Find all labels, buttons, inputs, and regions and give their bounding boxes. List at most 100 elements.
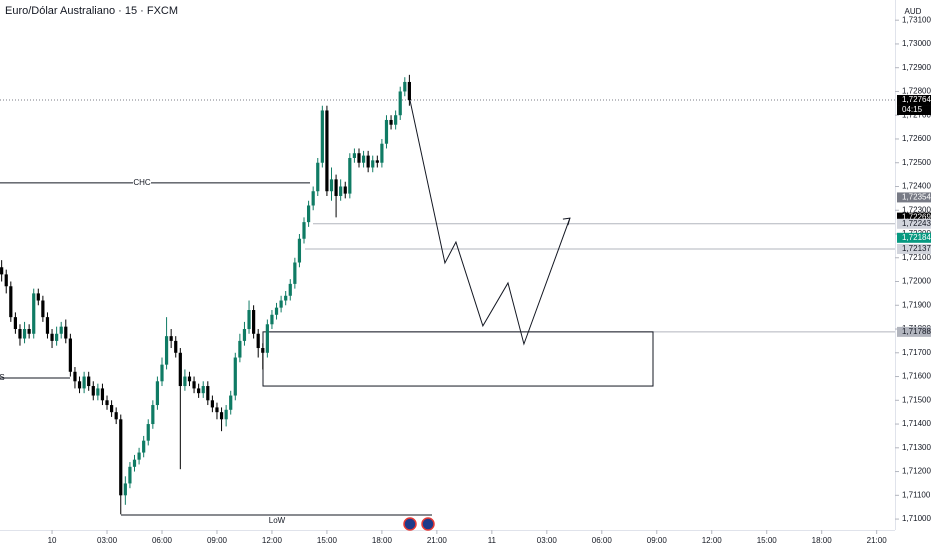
candle-body [174,340,178,353]
candle-body [178,352,182,387]
x-tick-label: 06:00 [592,536,613,545]
candle-body [27,329,31,334]
candle-body [109,405,114,413]
candle-body [238,340,242,358]
candle-body [73,371,77,382]
candle-body [151,405,155,425]
candle-body [164,336,169,365]
x-tick-label: 06:00 [152,536,173,545]
arrow-head [562,217,571,226]
candle-body [0,267,4,275]
candle-body [325,110,329,192]
candle-body [394,115,398,125]
candle-body [142,440,146,453]
candle-body [229,395,233,410]
candle-body [128,466,132,484]
candle-body [233,357,237,396]
candle-body [77,381,82,389]
candle-body [22,329,27,339]
candle-body [201,386,205,394]
candle-body [32,293,36,334]
flag-icon [403,517,417,531]
price-badge [897,192,931,203]
candle-body [252,310,256,334]
y-tick-label: 1,71200 [902,467,931,476]
candle-body [55,333,59,341]
price-badge-label: 1,72137 [902,244,931,253]
candle-body [132,459,137,467]
candle-body [187,376,192,382]
candle-body [82,376,86,389]
candle-body [366,155,370,168]
candle-body [306,205,311,223]
price-badge [897,232,931,243]
price-badge [897,95,931,106]
candle-body [334,179,338,196]
candle-body [403,81,407,92]
price-badge-label: 1,72354 [902,193,931,202]
candle-body [297,238,302,263]
candle-body [206,386,210,401]
currency: AUD [905,7,922,16]
y-tick-label: 1,72500 [902,158,931,167]
projection-path [409,99,571,346]
candle-body [183,376,187,387]
price-badge [897,243,931,254]
countdown-label: 04:15 [902,105,923,114]
y-tick-label: 1,72100 [902,253,931,262]
y-tick-label: 1,71900 [902,300,931,309]
price-badge [897,212,931,223]
candle-body [91,386,95,396]
x-tick-label: 10 [48,536,57,545]
candle-body [288,283,292,296]
price-badge-label: 1,72184 [902,233,931,242]
x-tick-label: 03:00 [97,536,118,545]
price-badge-label: 1,72269 [902,213,931,222]
price-badge-label: 1,72764 [902,95,931,104]
y-tick-label: 1,71500 [902,395,931,404]
candle-body [357,153,361,163]
candle-body [59,326,63,334]
candle-body [123,483,127,496]
candle-body [96,388,100,396]
price-badge-label: 1,72243 [902,219,931,228]
candle-body [105,400,109,406]
candle-body [36,293,40,301]
candle-body [256,333,260,349]
x-tick-label: 09:00 [647,536,668,545]
candle-body [224,409,228,420]
countdown-badge [897,105,931,116]
candle-body [13,317,17,330]
candle-body [119,419,123,496]
annotation-label: CHC [133,178,151,187]
candle-body [146,424,150,441]
annotation-label: S [0,373,5,382]
x-tick-label: 15:00 [757,536,778,545]
candle-body [155,381,160,406]
candle-body [219,412,224,420]
candle-body [329,179,334,192]
candle-body [9,286,13,318]
y-tick-label: 1,72400 [902,182,931,191]
x-tick-label: 15:00 [317,536,338,545]
x-tick-label: 11 [488,536,497,545]
y-tick-label: 1,71400 [902,419,931,428]
annotation-label: LoW [269,516,286,525]
price-badge [897,326,931,337]
x-tick-label: 09:00 [207,536,228,545]
price-badge [897,218,931,229]
candle-body [384,119,389,144]
label-bg [133,177,151,188]
x-tick-label: 18:00 [372,536,393,545]
candle-body [247,310,251,330]
y-tick-label: 1,72800 [902,87,931,96]
y-tick-label: 1,71100 [902,490,931,499]
candle-body [137,452,141,460]
candle-body [41,300,45,318]
x-tick-label: 03:00 [537,536,558,545]
y-tick-label: 1,73100 [902,15,931,24]
y-tick-label: 1,71700 [902,348,931,357]
candle-body [284,295,288,301]
candle-body [339,186,343,196]
